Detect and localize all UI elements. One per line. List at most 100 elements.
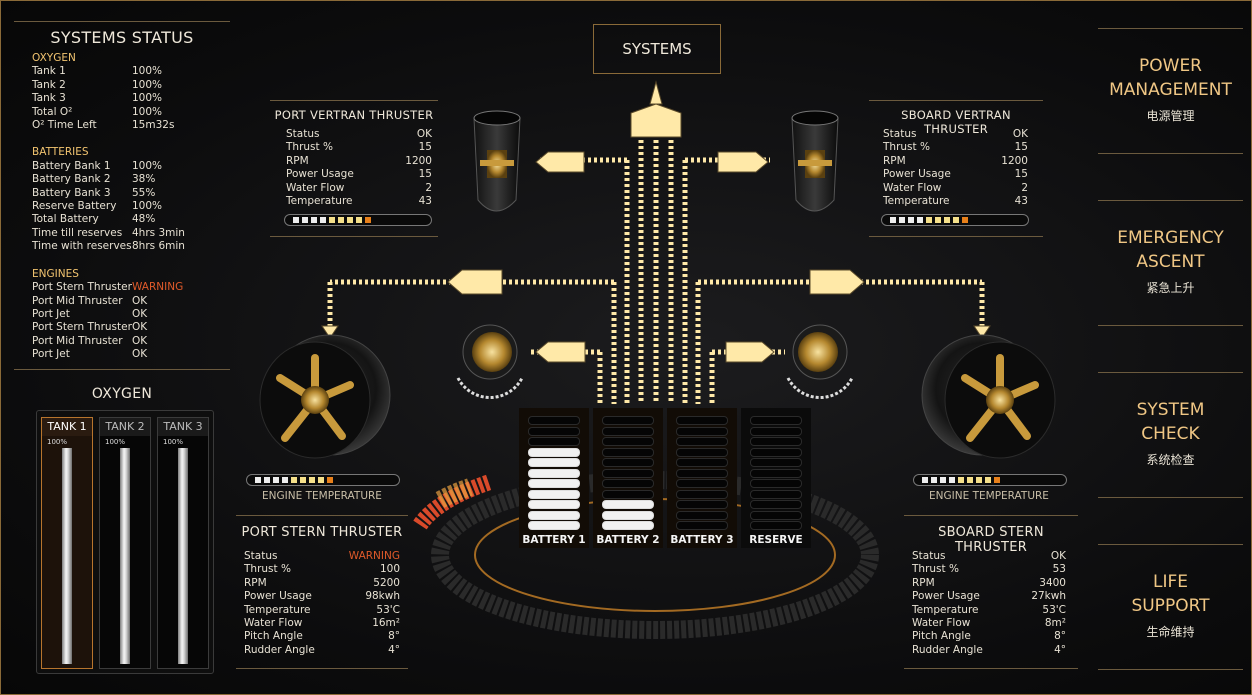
status-row: Tank 1 100% [32, 65, 192, 78]
port-stern-title: PORT STERN THRUSTER [241, 525, 403, 540]
progress-segment [985, 477, 991, 483]
battery-cell [602, 521, 654, 530]
tank-3[interactable]: TANK 3 100% [157, 417, 209, 669]
status-row: Power Usage 15 [883, 168, 1028, 181]
row-label: Total O² [32, 105, 73, 118]
battery-cell [602, 437, 654, 446]
progress-segment [926, 217, 932, 223]
nav-divider [1098, 153, 1243, 154]
tank-2-level [120, 448, 130, 664]
status-row: Thrust % 15 [883, 141, 1028, 154]
row-label: Power Usage [244, 590, 312, 603]
port-stern-thruster-graphic [259, 334, 391, 459]
row-label: Power Usage [912, 590, 980, 603]
status-row: Power Usage 27kwh [912, 590, 1066, 603]
progress-segment [365, 217, 371, 223]
battery-cell [528, 416, 580, 425]
status-row: Port Mid Thruster OK [32, 335, 192, 348]
row-value: OK [132, 334, 148, 347]
nav-emergency-ascent[interactable]: EMERGENCY ASCENT 紧急上升 [1098, 226, 1243, 296]
oxygen-panel-title: OXYGEN [91, 386, 153, 402]
status-row: Port Jet OK [32, 348, 192, 361]
progress-segment [293, 217, 299, 223]
progress-segment [302, 217, 308, 223]
oxygen-tanks-panel: TANK 1 100% TANK 2 100% TANK 3 100% [36, 410, 214, 674]
port-engine-temp-label: ENGINE TEMPERATURE [262, 490, 382, 502]
battery-3[interactable]: BATTERY 3 [667, 408, 737, 548]
row-label: Port Mid Thruster [32, 294, 123, 307]
battery-cell [602, 426, 654, 436]
nav-power-management[interactable]: POWER MANAGEMENT 电源管理 [1098, 54, 1243, 124]
battery-cell [750, 416, 802, 425]
nav-power-management-label-1: POWER [1139, 56, 1202, 76]
sboard-stern-thruster-graphic [921, 334, 1056, 459]
battery-cell [528, 468, 580, 478]
row-value: 8° [1054, 630, 1066, 643]
row-value: 43 [1014, 195, 1028, 208]
row-value: 8° [388, 630, 400, 643]
row-value: 100% [132, 105, 163, 118]
battery-1[interactable]: BATTERY 1 [519, 408, 589, 548]
divider [270, 100, 438, 101]
row-value: 100% [132, 200, 163, 213]
row-label: RPM [244, 576, 267, 589]
battery-2[interactable]: BATTERY 2 [593, 408, 663, 548]
progress-segment [958, 477, 964, 483]
progress-segment [994, 477, 1000, 483]
row-label: Pitch Angle [244, 630, 303, 643]
row-value: 1200 [1001, 154, 1028, 167]
progress-segment [356, 217, 362, 223]
battery-reserve[interactable]: RESERVE [741, 408, 811, 548]
battery-cell [528, 510, 580, 520]
battery-cell [602, 458, 654, 467]
row-label: Water Flow [912, 617, 971, 630]
row-label: Port Jet [32, 307, 70, 320]
progress-segment [320, 217, 326, 223]
systems-button[interactable]: SYSTEMS [593, 24, 721, 74]
row-label: Port Jet [32, 348, 70, 361]
status-row: RPM 1200 [286, 155, 432, 168]
status-row: Port Stern Thruster WARNING [32, 281, 192, 294]
progress-segment [962, 217, 968, 223]
row-label: Thrust % [912, 563, 959, 576]
row-label: Status [244, 550, 278, 562]
row-label: Battery Bank 2 [32, 173, 111, 186]
row-label: Thrust % [244, 563, 291, 576]
systems-status-list: OXYGEN Tank 1 100% Tank 2 100% Tank 3 100% Tot… [32, 52, 192, 362]
battery-reserve-label: RESERVE [749, 534, 803, 546]
row-value: 53'C [1042, 603, 1066, 616]
status-row: Battery Bank 3 55% [32, 187, 192, 200]
progress-segment [338, 217, 344, 223]
row-label: Port Mid Thruster [32, 334, 123, 347]
divider [904, 515, 1078, 516]
row-value: OK [132, 348, 148, 361]
nav-life-support-cn: 生命维持 [1146, 625, 1195, 639]
tank-2[interactable]: TANK 2 100% [99, 417, 151, 669]
batteries-heading: BATTERIES [32, 146, 89, 159]
row-value: WARNING [132, 281, 184, 294]
up-arrow [649, 80, 663, 105]
status-row: Rudder Angle 4° [912, 644, 1066, 657]
sboard-engine-temp-label: ENGINE TEMPERATURE [929, 490, 1049, 502]
port-vertran-title: PORT VERTRAN THRUSTER [274, 108, 434, 122]
row-value: 2 [425, 181, 432, 194]
port-stern-table: Status WARNING Thrust % 100 RPM 5200 Power Usa… [244, 550, 400, 657]
status-row: O² Time Left 15m32s [32, 119, 192, 132]
row-value: 15 [418, 141, 432, 154]
row-value: OK [1012, 128, 1028, 140]
row-label: RPM [912, 576, 935, 589]
systems-junction [630, 103, 682, 138]
status-row: Rudder Angle 4° [244, 644, 400, 657]
nav-life-support[interactable]: LIFE SUPPORT 生命维持 [1098, 570, 1243, 640]
nav-system-check[interactable]: SYSTEM CHECK 系统检查 [1098, 398, 1243, 468]
progress-segment [949, 477, 955, 483]
nav-system-check-label-1: SYSTEM [1136, 400, 1205, 420]
row-value: 100% [132, 65, 163, 78]
row-label: Power Usage [883, 168, 951, 181]
progress-segment [264, 477, 270, 483]
progress-segment [347, 217, 353, 223]
status-row: Time till reserves 4hrs 3min [32, 227, 192, 240]
status-row: Status OK [286, 128, 432, 141]
tank-1[interactable]: TANK 1 100% [41, 417, 93, 669]
